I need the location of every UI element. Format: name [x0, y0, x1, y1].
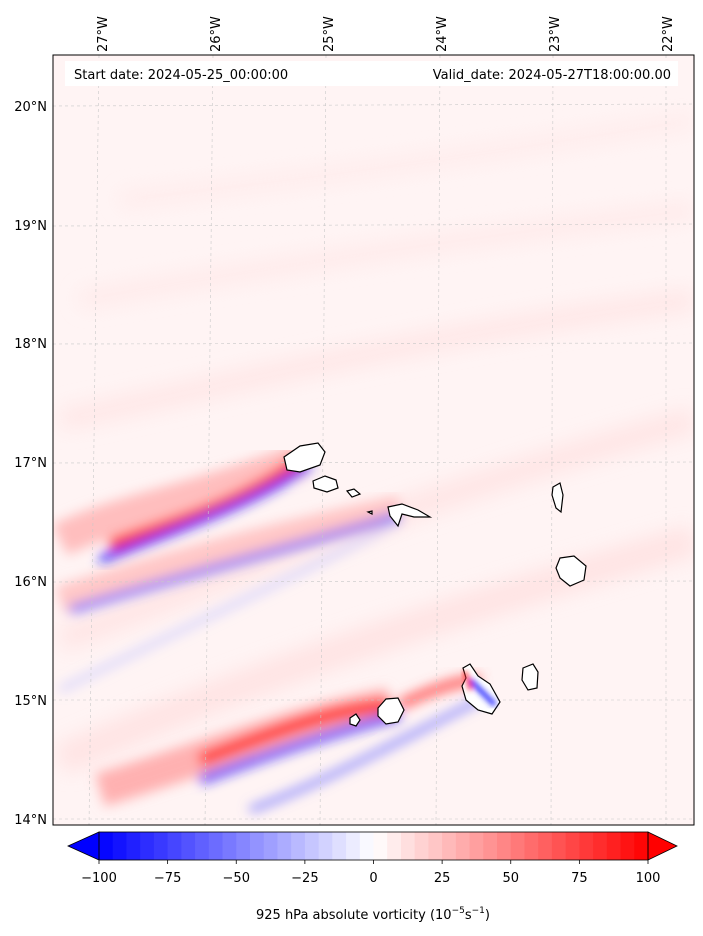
colorbar-segments: [99, 832, 649, 860]
vorticity-field: [53, 112, 694, 813]
lat-label-19n: 19°N: [14, 219, 47, 234]
colorbar-segment: [359, 832, 374, 860]
colorbar-segment: [538, 832, 553, 860]
colorbar-tick-label: −100: [81, 871, 117, 886]
island-santo-antao: [283, 442, 326, 473]
colorbar-segment: [387, 832, 402, 860]
lat-label-14n: 14°N: [14, 813, 47, 828]
colorbar-ticks: −100 −75 −50 −25 0 25 50 75 100: [81, 860, 660, 886]
map-panel: Start date: 2024-05-25_00:00:00 Valid_da…: [52, 54, 695, 826]
colorbar-tick-label: 75: [571, 871, 588, 886]
lon-label-25w: 25°W: [322, 16, 337, 52]
colorbar-segment: [428, 832, 443, 860]
colorbar-segment: [236, 832, 251, 860]
colorbar-segment: [565, 832, 580, 860]
island-fogo: [377, 697, 405, 725]
longitude-labels: 27°W 26°W 25°W 24°W 23°W 22°W: [96, 16, 676, 52]
colorbar-segment: [249, 832, 265, 860]
valid-date-label: Valid_date: 2024-05-27T18:00:00.00: [433, 68, 671, 83]
colorbar-tick-label: −50: [223, 871, 250, 886]
colorbar-segment: [195, 832, 210, 860]
colorbar-segment: [222, 832, 237, 860]
lon-label-27w: 27°W: [96, 16, 111, 52]
lat-label-18n: 18°N: [14, 337, 47, 352]
colorbar-segment: [126, 832, 141, 860]
colorbar-segment: [346, 832, 361, 860]
header-box: [65, 61, 678, 86]
colorbar-tick-label: 50: [502, 871, 519, 886]
island-boa-vista: [555, 555, 587, 587]
colorbar: −100 −75 −50 −25 0 25 50 75 100 925 hPa absolute…: [67, 831, 678, 923]
colorbar-segment: [483, 832, 498, 860]
colorbar-extend-min: [67, 831, 100, 861]
lon-label-24w: 24°W: [435, 16, 450, 52]
colorbar-segment: [524, 832, 539, 860]
colorbar-segment: [606, 832, 622, 860]
colorbar-segment: [593, 832, 608, 860]
colorbar-segment: [153, 832, 169, 860]
colorbar-segment: [167, 832, 182, 860]
colorbar-tick-label: 100: [636, 871, 661, 886]
colorbar-segment: [318, 832, 333, 860]
colorbar-segment: [551, 832, 567, 860]
colorbar-tick-label: 0: [369, 871, 377, 886]
gridlines: [53, 55, 694, 825]
colorbar-label: 925 hPa absolute vorticity (10−5s−1): [256, 906, 490, 923]
lat-label-16n: 16°N: [14, 575, 47, 590]
colorbar-segment: [510, 832, 525, 860]
lon-label-22w: 22°W: [661, 16, 676, 52]
start-date-label: Start date: 2024-05-25_00:00:00: [74, 68, 288, 83]
colorbar-tick-label: −25: [291, 871, 318, 886]
colorbar-segment: [400, 832, 416, 860]
lon-label-26w: 26°W: [209, 16, 224, 52]
colorbar-segment: [208, 832, 224, 860]
colorbar-segment: [112, 832, 127, 860]
colorbar-segment: [414, 832, 429, 860]
colorbar-segment: [469, 832, 484, 860]
colorbar-segment: [291, 832, 306, 860]
colorbar-segment: [277, 832, 292, 860]
colorbar-segment: [620, 832, 635, 860]
island-santa-luzia: [345, 488, 362, 498]
colorbar-segment: [181, 832, 196, 860]
colorbar-segment: [579, 832, 594, 860]
colorbar-segment: [455, 832, 471, 860]
island-sal: [551, 482, 564, 514]
lat-label-20n: 20°N: [14, 100, 47, 115]
colorbar-segment: [373, 832, 388, 860]
colorbar-segment: [304, 832, 320, 860]
lon-label-23w: 23°W: [548, 16, 563, 52]
colorbar-segment: [634, 832, 649, 860]
colorbar-segment: [497, 832, 512, 860]
lat-label-15n: 15°N: [14, 694, 47, 709]
island-brava: [349, 713, 361, 727]
colorbar-segment: [263, 832, 278, 860]
colorbar-segment: [99, 832, 114, 860]
colorbar-segment: [140, 832, 155, 860]
colorbar-tick-label: 25: [434, 871, 451, 886]
lat-label-17n: 17°N: [14, 456, 47, 471]
latitude-labels: 20°N 19°N 18°N 17°N 16°N 15°N 14°N: [14, 100, 47, 828]
colorbar-segment: [332, 832, 347, 860]
colorbar-tick-label: −75: [154, 871, 181, 886]
map-frame: [52, 54, 695, 826]
island-maio: [521, 663, 539, 691]
colorbar-extend-max: [647, 831, 678, 861]
island-sao-nicolau: [366, 503, 433, 528]
island-sao-vicente: [312, 475, 339, 493]
colorbar-segment: [442, 832, 457, 860]
